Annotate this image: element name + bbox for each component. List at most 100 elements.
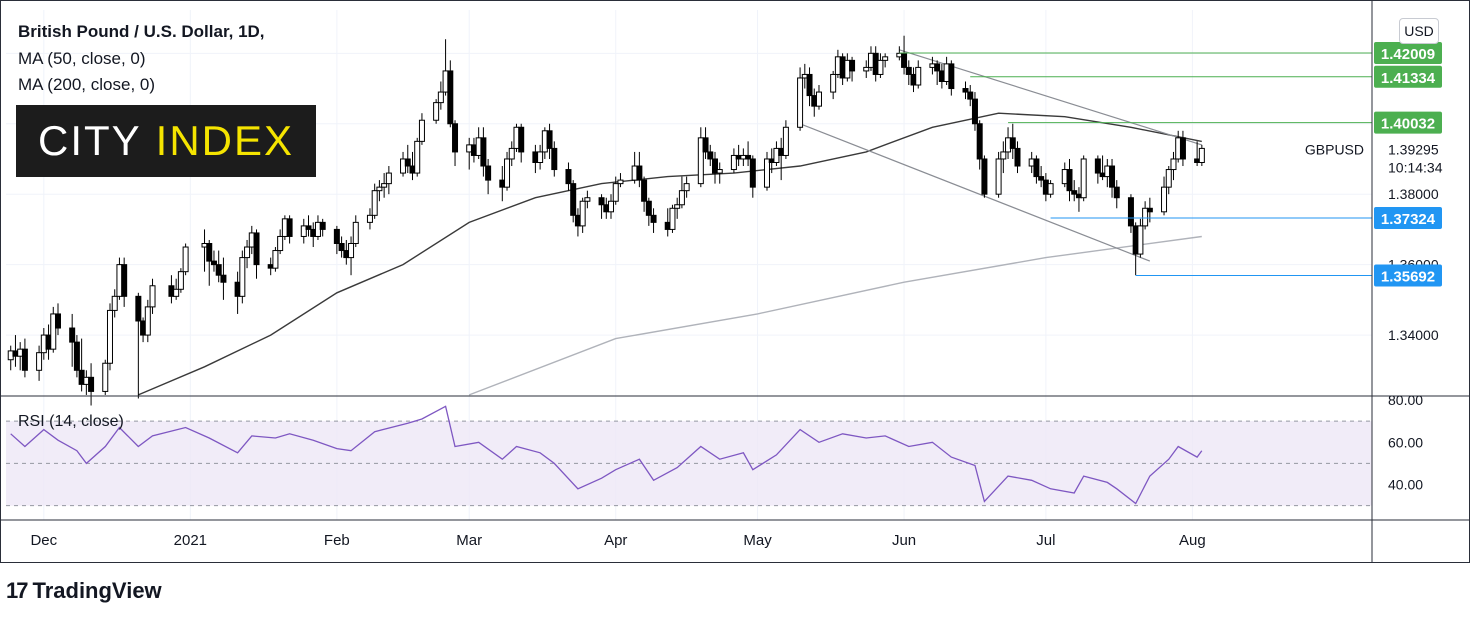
candle xyxy=(437,81,444,110)
candle xyxy=(730,148,737,174)
candle xyxy=(697,127,704,188)
candle-body xyxy=(1165,169,1172,188)
candle xyxy=(745,141,752,167)
candle xyxy=(508,141,515,167)
candle-body xyxy=(220,274,227,283)
candle xyxy=(948,60,955,96)
candle-body xyxy=(645,200,652,216)
candle-body xyxy=(882,56,889,61)
candle-body xyxy=(1071,190,1078,195)
candle xyxy=(1109,158,1116,198)
candle-body xyxy=(1033,158,1040,178)
support-resistance-levels xyxy=(899,52,1372,276)
candle-body xyxy=(782,126,789,156)
candle xyxy=(1033,155,1040,184)
candle xyxy=(447,60,454,128)
candle xyxy=(1179,130,1186,167)
currency-button[interactable]: USD xyxy=(1399,18,1439,44)
candle-body xyxy=(877,59,884,75)
candle xyxy=(50,306,57,353)
candle xyxy=(1094,155,1101,184)
candle-body xyxy=(1014,147,1021,167)
candle xyxy=(452,120,459,167)
candle-body xyxy=(707,151,714,160)
candle xyxy=(1170,151,1177,181)
candle-body xyxy=(144,306,151,336)
candle xyxy=(749,155,756,198)
candle-body xyxy=(697,137,704,185)
candle-body xyxy=(763,158,770,188)
candle xyxy=(1000,141,1007,174)
candle xyxy=(641,176,648,212)
candle-body xyxy=(584,197,591,202)
candle xyxy=(612,176,619,205)
price-tags: 1.42009 1.41334 1.40032 1.37324 1.35692 GBPUS… xyxy=(1305,42,1443,287)
candle-body xyxy=(537,151,544,163)
candle xyxy=(678,176,685,209)
candle-body xyxy=(414,140,421,174)
candle xyxy=(570,180,577,223)
candle xyxy=(636,151,643,188)
tradingview-wordmark: TradingView xyxy=(32,578,162,603)
ma200-legend[interactable]: MA (200, close, 0) xyxy=(18,75,156,94)
candle xyxy=(348,236,355,276)
candle xyxy=(177,268,184,293)
candle xyxy=(36,345,43,381)
candle xyxy=(716,162,723,184)
candle-body xyxy=(272,250,279,269)
candle xyxy=(711,151,718,184)
candle-body xyxy=(381,183,388,188)
candle-body xyxy=(447,70,454,125)
candle-body xyxy=(177,271,184,290)
candle-body xyxy=(319,221,326,230)
time-tick-label: Feb xyxy=(324,532,350,549)
candle xyxy=(934,60,941,86)
candle-body xyxy=(239,257,246,297)
candle-body xyxy=(674,204,681,209)
candlestick-series xyxy=(7,35,1205,406)
candle-body xyxy=(508,147,515,160)
rsi-tick-label: 60.00 xyxy=(1388,434,1423,450)
candle-body xyxy=(182,246,189,273)
candle xyxy=(830,70,837,100)
candle xyxy=(206,239,213,286)
candle-body xyxy=(338,243,345,252)
candle-body xyxy=(570,183,577,216)
candle-body xyxy=(433,102,440,121)
candle-body xyxy=(1094,158,1101,174)
rsi-label: RSI (14, close) xyxy=(18,413,124,430)
candle xyxy=(650,208,657,233)
candle xyxy=(182,243,189,276)
price-tick-label: 1.34000 xyxy=(1388,327,1439,343)
ma50-legend[interactable]: MA (50, close, 0) xyxy=(18,49,146,68)
candle xyxy=(319,218,326,237)
candle xyxy=(305,215,312,237)
candle-body xyxy=(21,348,28,371)
rsi-line xyxy=(10,405,1203,505)
candle xyxy=(565,162,572,191)
level-tag-label: 1.42009 xyxy=(1381,46,1435,63)
rsi-band xyxy=(6,420,1372,507)
candle-body xyxy=(36,352,43,371)
candle xyxy=(135,292,142,399)
candle-body xyxy=(149,285,156,308)
candle xyxy=(1113,180,1120,209)
candle-body xyxy=(711,158,718,174)
candle-body xyxy=(485,165,492,181)
candle xyxy=(584,190,591,209)
candle-body xyxy=(135,295,142,322)
candle xyxy=(300,218,307,244)
tradingview-branding[interactable]: 17 TradingView xyxy=(6,578,162,604)
candle xyxy=(480,127,487,177)
candle-body xyxy=(518,126,525,153)
level-tag xyxy=(1374,207,1442,230)
time-tick-label: May xyxy=(743,532,772,549)
candle xyxy=(1142,201,1149,230)
candle-body xyxy=(111,295,118,311)
candle xyxy=(173,278,180,300)
candle-body xyxy=(863,66,870,72)
candle xyxy=(1066,158,1073,202)
city-index-logo: CITY INDEX xyxy=(16,105,316,177)
